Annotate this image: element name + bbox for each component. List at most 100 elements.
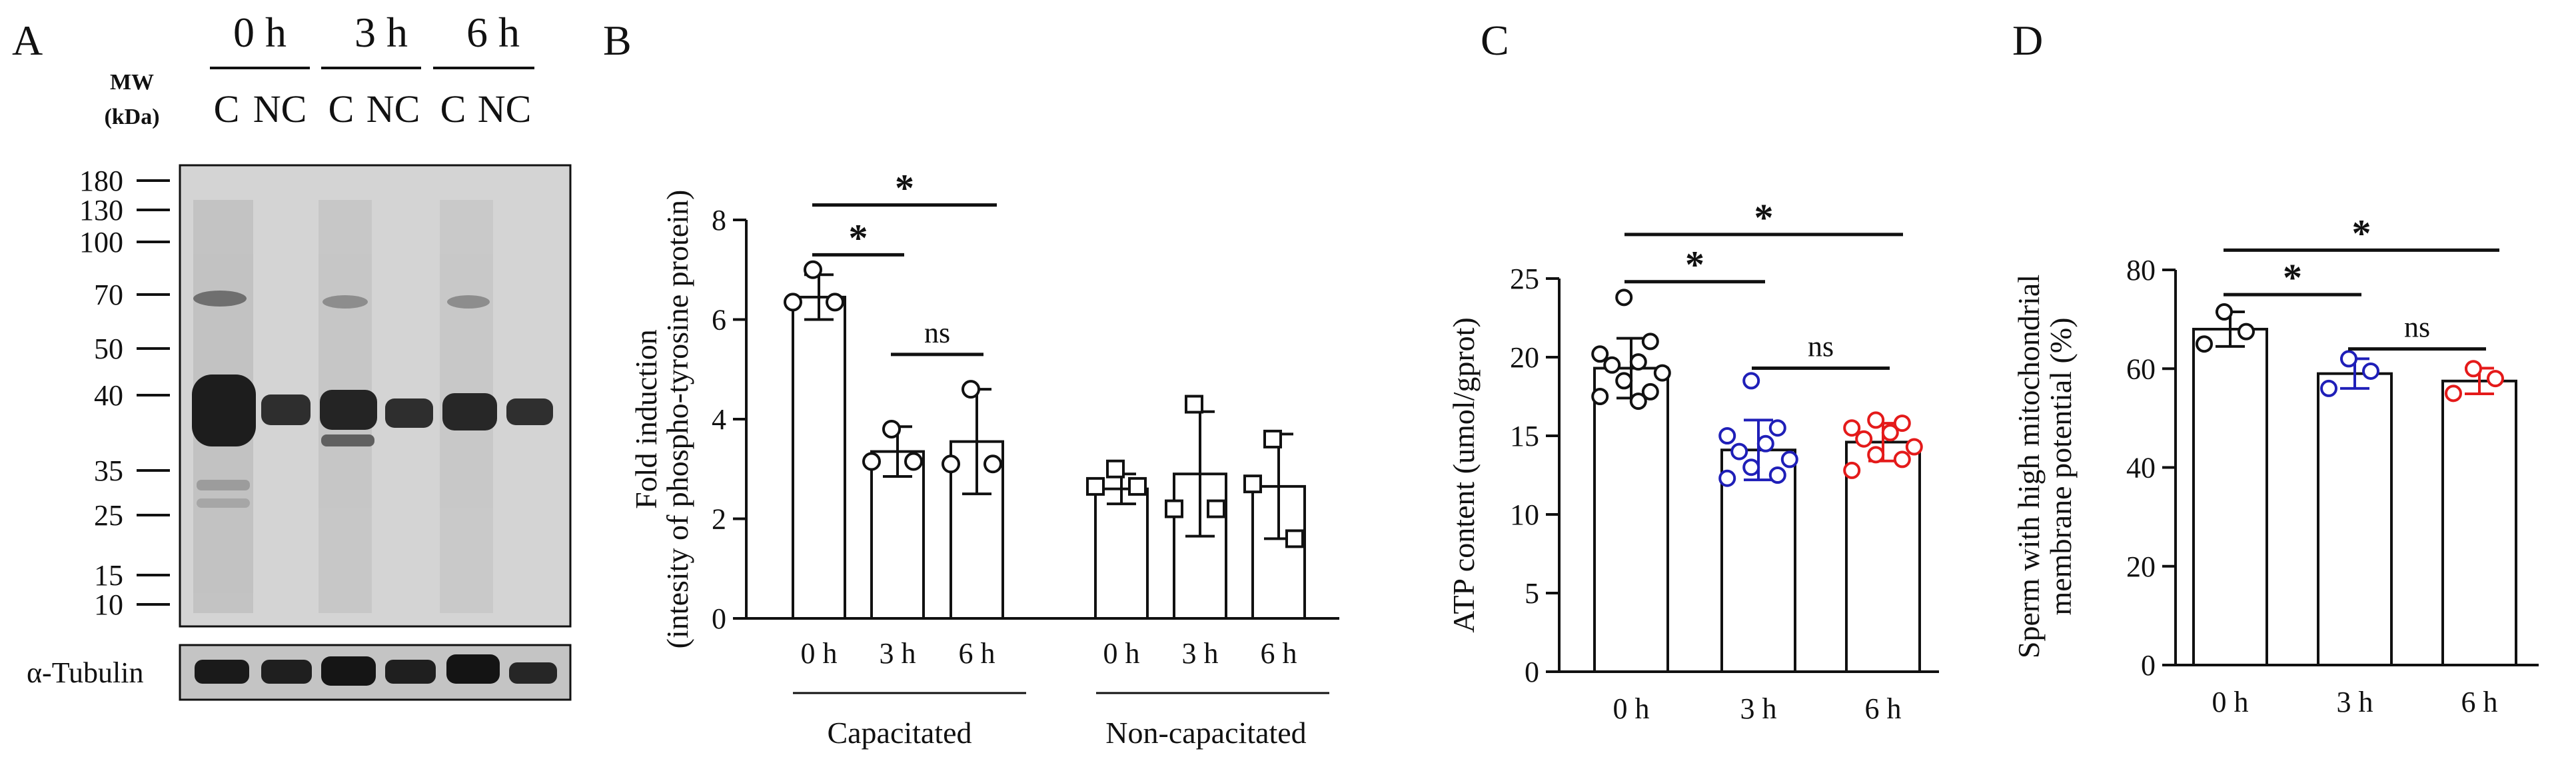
data-point: [1615, 289, 1633, 307]
band: [197, 498, 250, 508]
data-point: [1768, 466, 1786, 484]
chart-d: 0 20 40 60 80 Sperm with high mitochondrialme…: [2012, 211, 2539, 718]
data-point: [784, 293, 802, 312]
data-point: [804, 260, 822, 279]
bar: [2441, 379, 2517, 666]
data-point: [2465, 360, 2482, 378]
mw-marker-label: 100: [79, 226, 123, 259]
data-point: [942, 454, 960, 474]
data-point: [1641, 333, 1659, 351]
data-point: [1641, 383, 1659, 400]
mw-marker-label: 25: [94, 499, 123, 532]
data-point: [1843, 461, 1861, 479]
y-tick-label: 8: [712, 204, 726, 237]
panel-letter-b: B: [603, 17, 632, 64]
x-tick-label: 0 h: [801, 637, 838, 670]
significance-label: ns: [924, 317, 950, 349]
y-tick-label: 60: [2126, 353, 2156, 385]
time-header-0h: 0 h: [233, 9, 287, 56]
band: [322, 295, 368, 309]
y-tick-label: 0: [1525, 656, 1539, 688]
y-tick-label: 5: [1525, 577, 1539, 610]
x-tick-label: 0 h: [2212, 686, 2249, 718]
band-40kda: [320, 390, 377, 430]
data-point: [1285, 529, 1304, 548]
tubulin-label: α-Tubulin: [27, 656, 143, 689]
data-point: [1768, 419, 1786, 437]
data-point: [1106, 459, 1125, 478]
data-point: [1905, 438, 1923, 456]
y-tick-label: 20: [1510, 341, 1539, 374]
x-tick-label: 3 h: [2337, 686, 2373, 718]
data-point: [1629, 392, 1647, 410]
significance-label: *: [849, 216, 868, 259]
bar: [2317, 372, 2393, 666]
data-point: [2196, 335, 2213, 353]
data-point: [2216, 303, 2233, 321]
data-point: [1263, 429, 1282, 448]
blot-bands: [192, 200, 553, 613]
bar: [792, 295, 846, 620]
data-point: [1843, 419, 1861, 437]
lane-label: C: [328, 87, 354, 131]
y-tick-label: 6: [712, 304, 726, 337]
data-point: [1243, 474, 1262, 494]
x-tick-label: 6 h: [1261, 637, 1297, 670]
y-tick-label: 80: [2126, 254, 2156, 287]
y-axis-label: Sperm with high mitochondrial: [2012, 275, 2046, 658]
significance-label: ns: [2404, 311, 2430, 344]
tubulin-band: [321, 656, 376, 686]
data-point: [1718, 469, 1736, 487]
data-point: [1653, 364, 1671, 382]
data-point: [904, 452, 923, 471]
significance-label: *: [895, 167, 914, 210]
lane-label: C: [440, 87, 466, 131]
y-tick-label: 2: [712, 503, 726, 536]
data-point: [1128, 476, 1147, 496]
data-point: [1756, 434, 1774, 452]
data-point: [1867, 446, 1885, 464]
y-axis-label: ATP content (umol/gprot): [1447, 317, 1481, 633]
y-axis-label: (intesity of phospho-tyrosine protein): [660, 190, 694, 649]
bar: [1845, 440, 1921, 673]
x-tick-label: 3 h: [880, 637, 916, 670]
y-tick-label: 25: [1510, 263, 1539, 295]
x-tick-label: 0 h: [1613, 692, 1650, 725]
y-tick-label: 10: [1510, 498, 1539, 531]
data-point: [1893, 414, 1911, 432]
band-40kda: [261, 394, 311, 425]
data-point: [2320, 379, 2337, 397]
group-label: Capacitated: [827, 716, 971, 750]
significance-label: ns: [1808, 331, 1834, 363]
data-point: [1615, 372, 1633, 390]
band: [321, 434, 374, 446]
x-tick-label: 0 h: [1103, 637, 1140, 670]
data-point: [1718, 427, 1736, 444]
y-tick-label: 15: [1510, 420, 1539, 452]
panel-letter-a: A: [12, 17, 43, 64]
kda-label: (kDa): [104, 105, 159, 129]
time-header-3h: 3 h: [354, 9, 408, 56]
band-40kda: [442, 393, 497, 430]
band-40kda: [192, 375, 256, 446]
data-point: [2238, 323, 2255, 341]
band-40kda: [506, 398, 553, 425]
data-point: [1742, 372, 1760, 390]
lane-label: NC: [366, 87, 420, 131]
mw-marker-label: 35: [94, 454, 123, 487]
x-tick-label: 6 h: [1865, 692, 1902, 725]
tubulin-band: [509, 662, 557, 684]
data-point: [862, 452, 881, 471]
x-tick-label: 3 h: [1182, 637, 1219, 670]
y-tick-label: 0: [2141, 649, 2156, 682]
y-tick-label: 4: [712, 403, 726, 436]
significance-label: *: [1685, 243, 1704, 287]
data-point: [2340, 350, 2357, 368]
time-header-6h: 6 h: [466, 9, 520, 56]
chart-c: 0 5 10 15 20 25 ATP content (umol/gprot) 0 h 3 h…: [1447, 196, 1939, 725]
data-point: [1591, 388, 1609, 405]
data-point: [1165, 499, 1183, 518]
bar: [1720, 448, 1796, 673]
lane-label: C: [214, 87, 240, 131]
